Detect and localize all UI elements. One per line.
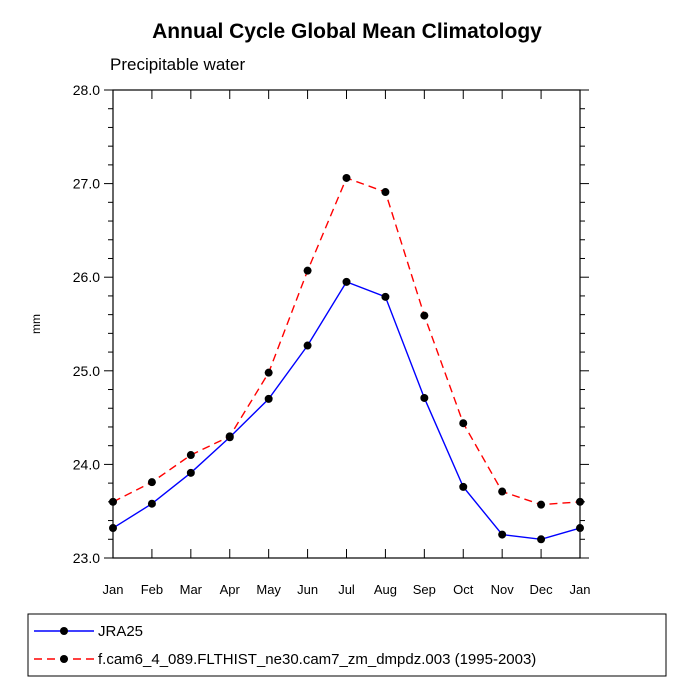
data-point — [109, 524, 117, 533]
y-tick-label: 24.0 — [73, 456, 100, 472]
data-point — [420, 393, 429, 402]
data-point — [498, 530, 507, 539]
series-line-2 — [112, 177, 581, 506]
data-point — [459, 419, 468, 428]
x-tick-label: May — [256, 582, 281, 597]
series-line-1 — [112, 281, 581, 540]
data-point — [576, 497, 584, 506]
data-point — [537, 535, 546, 544]
series-layer — [109, 173, 584, 544]
data-point — [186, 451, 195, 460]
chart-title: Annual Cycle Global Mean Climatology — [152, 20, 542, 43]
legend: JRA25 f.cam6_4_089.FLTHIST_ne30.cam7_zm_d… — [27, 613, 667, 677]
x-tick-label: Jun — [297, 582, 318, 597]
x-tick-label: Jul — [338, 582, 355, 597]
data-point — [381, 292, 390, 301]
data-point — [147, 478, 156, 487]
data-point — [109, 497, 117, 506]
y-tick-label: 25.0 — [73, 363, 100, 379]
data-point — [576, 524, 584, 533]
data-point — [303, 341, 312, 350]
legend-marker — [60, 655, 68, 663]
data-point — [225, 432, 234, 441]
data-point — [264, 394, 273, 403]
chart-subtitle: Precipitable water — [110, 55, 245, 74]
data-point — [459, 482, 468, 491]
legend-label: JRA25 — [98, 623, 143, 640]
data-point — [186, 468, 195, 477]
legend-box — [27, 613, 667, 677]
data-point — [537, 500, 546, 509]
plot-frame — [112, 89, 581, 559]
x-tick-label: Apr — [220, 582, 241, 597]
data-point — [342, 277, 351, 286]
x-tick-label: Jan — [570, 582, 591, 597]
y-axis-label: mm — [29, 314, 43, 334]
x-tick-label: Jan — [103, 582, 124, 597]
data-point — [381, 188, 390, 197]
data-point — [420, 311, 429, 320]
legend-label: f.cam6_4_089.FLTHIST_ne30.cam7_zm_dmpdz.… — [98, 651, 536, 668]
data-point — [147, 499, 156, 508]
x-tick-label: Mar — [180, 582, 203, 597]
y-tick-label: 26.0 — [73, 269, 100, 285]
data-point — [342, 173, 351, 182]
data-point — [303, 266, 312, 275]
x-tick-label: Dec — [530, 582, 554, 597]
x-tick-label: Feb — [141, 582, 163, 597]
data-point — [264, 368, 273, 377]
x-tick-label: Aug — [374, 582, 397, 597]
axis-ticks: Jan Feb Mar Apr May Jun Jul Aug Sep Oct Nov Dec Jan 2… — [73, 82, 591, 597]
x-tick-label: Oct — [453, 582, 474, 597]
x-tick-label: Nov — [491, 582, 515, 597]
y-tick-label: 23.0 — [73, 550, 100, 566]
data-point — [498, 487, 507, 496]
legend-marker — [60, 627, 68, 635]
y-tick-label: 28.0 — [73, 82, 100, 98]
x-tick-label: Sep — [413, 582, 436, 597]
y-tick-label: 27.0 — [73, 176, 100, 192]
